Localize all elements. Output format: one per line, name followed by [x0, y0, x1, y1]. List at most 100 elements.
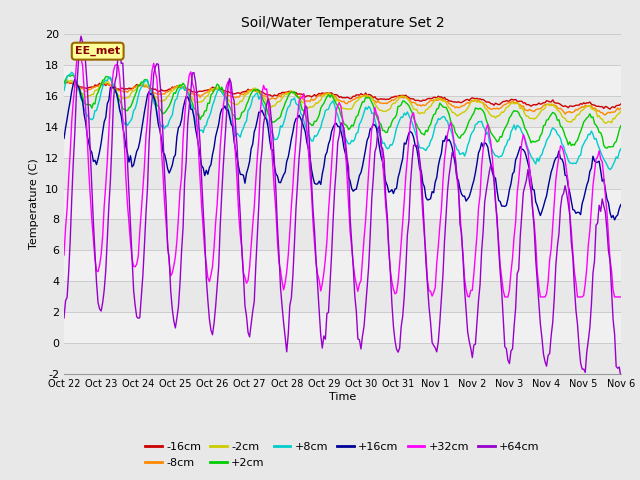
+2cm [603, 145, 611, 151]
+16cm [397, 162, 405, 168]
+64cm [379, 145, 387, 151]
-8cm [76, 86, 83, 92]
-16cm [76, 84, 83, 90]
Bar [64, 219, 621, 251]
-2cm [602, 120, 609, 126]
-16cm [549, 97, 557, 103]
+8cm [606, 167, 614, 172]
-2cm [60, 81, 68, 87]
-16cm [396, 93, 403, 98]
Bar [64, 251, 621, 281]
+2cm [397, 102, 405, 108]
Line: +2cm: +2cm [64, 75, 621, 148]
+32cm [552, 177, 559, 182]
+16cm [71, 76, 79, 82]
+8cm [77, 96, 85, 102]
+16cm [550, 158, 558, 164]
-2cm [379, 108, 387, 114]
Line: +64cm: +64cm [64, 36, 621, 377]
+2cm [165, 103, 173, 109]
-8cm [396, 94, 403, 100]
+2cm [550, 110, 558, 116]
Line: -16cm: -16cm [64, 82, 621, 109]
-8cm [408, 100, 416, 106]
-2cm [63, 77, 71, 83]
Bar [64, 65, 621, 96]
+32cm [60, 252, 68, 258]
+32cm [617, 294, 625, 300]
Bar [64, 281, 621, 312]
-16cm [164, 87, 172, 93]
+64cm [77, 33, 85, 39]
Line: -2cm: -2cm [64, 80, 621, 123]
Bar [64, 127, 621, 157]
-8cm [617, 105, 625, 111]
-16cm [606, 106, 614, 112]
+64cm [60, 315, 68, 321]
+64cm [617, 374, 625, 380]
+16cm [165, 170, 173, 176]
-16cm [60, 79, 68, 84]
+8cm [410, 124, 417, 130]
+64cm [410, 143, 417, 148]
+64cm [165, 255, 173, 261]
+2cm [77, 90, 85, 96]
+16cm [77, 94, 85, 99]
-16cm [617, 101, 625, 107]
Line: +16cm: +16cm [64, 79, 621, 220]
+16cm [379, 159, 387, 165]
+64cm [76, 43, 83, 49]
+32cm [74, 49, 82, 55]
+2cm [410, 115, 417, 120]
+32cm [77, 56, 85, 62]
+8cm [379, 141, 387, 146]
+8cm [60, 88, 68, 94]
+8cm [165, 118, 173, 124]
Legend: -16cm, -8cm, -2cm, +2cm, +8cm, +16cm, +32cm, +64cm: -16cm, -8cm, -2cm, +2cm, +8cm, +16cm, +3… [141, 438, 544, 472]
-2cm [165, 92, 173, 98]
-2cm [550, 104, 558, 109]
-16cm [377, 96, 385, 102]
-8cm [164, 89, 172, 95]
Line: -8cm: -8cm [64, 82, 621, 115]
-2cm [397, 93, 405, 99]
+2cm [617, 123, 625, 129]
-8cm [60, 79, 68, 84]
+64cm [550, 295, 558, 300]
+32cm [397, 240, 405, 246]
Bar [64, 34, 621, 65]
+8cm [617, 146, 625, 152]
Bar [64, 189, 621, 219]
+16cm [410, 134, 417, 140]
+8cm [397, 114, 405, 120]
+16cm [617, 202, 625, 207]
Bar [64, 157, 621, 189]
Line: +32cm: +32cm [64, 52, 621, 297]
+32cm [165, 259, 173, 265]
+16cm [611, 217, 618, 223]
Bar [64, 343, 621, 374]
+32cm [465, 294, 473, 300]
+32cm [410, 110, 417, 116]
Y-axis label: Temperature (C): Temperature (C) [29, 158, 40, 250]
+8cm [550, 126, 558, 132]
-2cm [77, 90, 85, 96]
Text: EE_met: EE_met [75, 46, 120, 56]
-8cm [602, 112, 609, 118]
Bar [64, 312, 621, 343]
-8cm [549, 102, 557, 108]
-2cm [617, 108, 625, 114]
+32cm [379, 158, 387, 164]
+2cm [68, 72, 76, 78]
+2cm [379, 128, 387, 133]
+2cm [60, 80, 68, 86]
-16cm [408, 96, 416, 102]
-8cm [377, 100, 385, 106]
+8cm [68, 70, 76, 75]
Bar [64, 96, 621, 127]
-2cm [410, 106, 417, 112]
Line: +8cm: +8cm [64, 72, 621, 169]
+16cm [60, 135, 68, 141]
X-axis label: Time: Time [329, 392, 356, 402]
Title: Soil/Water Temperature Set 2: Soil/Water Temperature Set 2 [241, 16, 444, 30]
